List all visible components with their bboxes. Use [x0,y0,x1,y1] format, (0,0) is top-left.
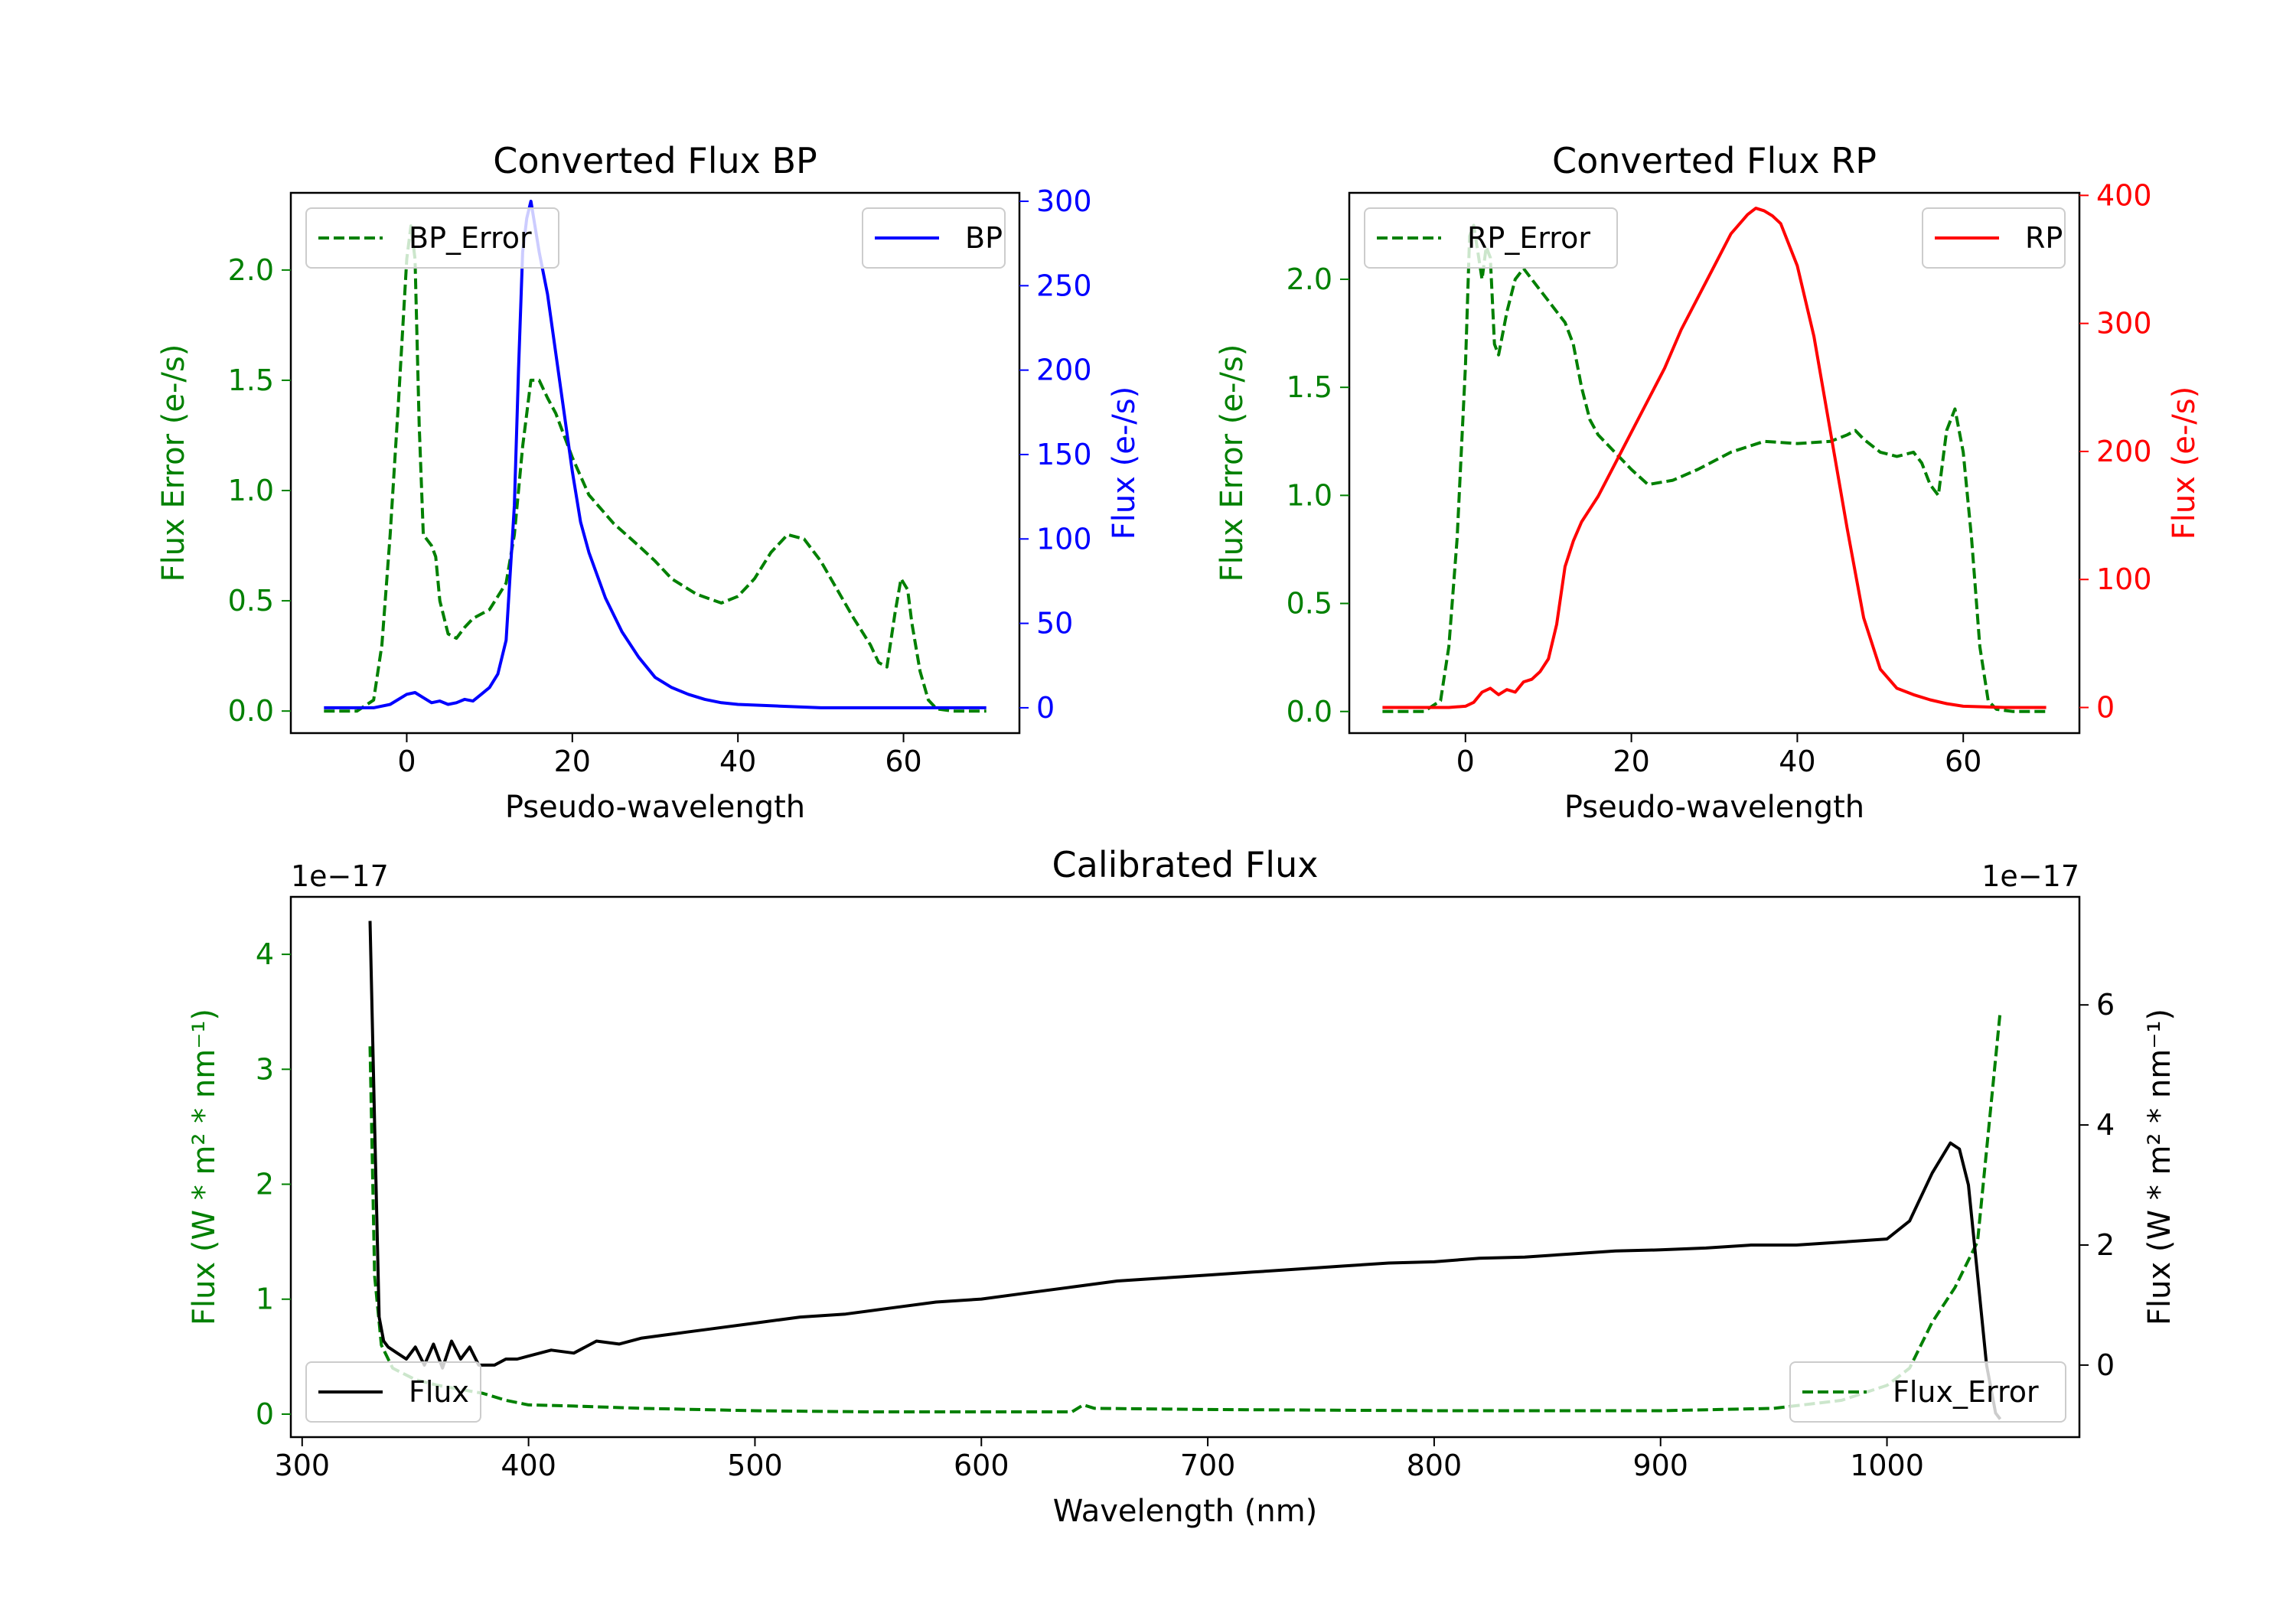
legend-flux-error: Flux_Error [1789,1361,2066,1423]
x-tick-label: 40 [1779,745,1815,778]
y-right-tick-label: 50 [1036,607,1073,641]
y-left-axis-label: Flux Error (e-/s) [156,344,191,582]
y-right-tick-label: 300 [2096,307,2152,341]
x-axis-label: Wavelength (nm) [1053,1494,1318,1529]
plot-frame [289,191,1021,735]
legend-label: BP_Error [409,221,532,255]
legend-label: BP [965,221,1003,255]
y-left-tick-label: 0.0 [1287,695,1332,729]
y-right-tick-label: 6 [2096,988,2115,1022]
x-axis-label: Pseudo-wavelength [505,790,805,825]
series-line-flux [368,921,2002,1420]
y-left-tick-label: 0.0 [228,694,274,728]
y-left-tick-label: 1.0 [228,474,274,507]
x-tick-label: 400 [501,1449,556,1482]
y-right-tick-label: 200 [1036,354,1092,387]
bp-chart: 0 20 40 60 0.0 0.5 1.0 1.5 2.0 0 50 100 150 200 250 300… [156,140,1142,825]
x-tick-label: 20 [554,745,591,778]
y-left-tick-label: 0 [256,1397,274,1431]
y-right-tick-label: 250 [1036,269,1092,302]
y-left-exponent: 1e−17 [291,859,389,893]
y-right-tick-label: 0 [2096,691,2115,725]
series-line-rp-error [1382,223,2047,713]
y-left-tick-label: 2.0 [1287,262,1332,296]
y-left-tick-label: 2 [256,1168,274,1201]
calibrated-chart: 300 400 500 600 700 800 900 1000 0 1 2 3 4 0 2 4 6 Calibr… [187,844,2177,1529]
legend-box [305,207,559,269]
x-tick-label: 800 [1407,1449,1463,1482]
y-left-tick-label: 1.0 [1287,478,1332,512]
legend-box [1789,1361,2066,1423]
y-right-tick-label: 0 [1036,691,1055,725]
x-tick-label: 60 [885,745,921,778]
legend-rp-error: RP_Error [1364,207,1618,269]
chart-title: Converted Flux BP [493,140,817,181]
legend-rp: RP [1922,207,2066,269]
y-left-tick-label: 0.5 [1287,587,1332,621]
y-right-tick-label: 100 [1036,522,1092,556]
legend-label: RP_Error [1467,221,1590,255]
y-right-axis-label: Flux (W * m² * nm⁻¹) [2142,1009,2177,1325]
series-line-bp [324,200,987,709]
y-left-tick-label: 0.5 [228,584,274,618]
legend-label: Flux_Error [1893,1375,2039,1409]
y-left-tick-label: 1.5 [1287,370,1332,404]
plot-frame [1348,191,2081,735]
legend-flux: Flux [305,1361,481,1423]
series-line-flux-error [368,1012,2002,1413]
series-line-bp-error [324,224,987,713]
x-tick-label: 500 [727,1449,783,1482]
x-tick-label: 600 [954,1449,1009,1482]
y-right-tick-label: 0 [2096,1348,2115,1382]
y-right-exponent: 1e−17 [1981,859,2079,893]
y-right-tick-label: 400 [2096,178,2152,212]
x-tick-label: 1000 [1850,1449,1924,1482]
series-line-rp [1382,207,2047,709]
x-tick-label: 0 [1456,745,1475,778]
legend-box [305,1361,481,1423]
y-right-tick-label: 4 [2096,1108,2115,1142]
x-tick-label: 40 [719,745,756,778]
y-left-axis-label: Flux (W * m² * nm⁻¹) [187,1009,222,1325]
plot-frame [289,895,2081,1439]
x-tick-label: 300 [275,1449,331,1482]
y-left-tick-label: 4 [256,937,274,971]
legend-bp: BP [862,207,1006,269]
x-tick-label: 900 [1632,1449,1688,1482]
x-tick-label: 0 [397,745,416,778]
x-tick-label: 60 [1945,745,1981,778]
y-right-tick-label: 200 [2096,435,2152,468]
y-right-axis-label: Flux (e-/s) [1107,386,1142,539]
y-left-tick-label: 1.5 [228,363,274,397]
y-left-tick-label: 3 [256,1052,274,1086]
chart-title: Calibrated Flux [1052,844,1319,885]
y-left-tick-label: 2.0 [228,253,274,287]
y-right-tick-label: 300 [1036,184,1092,218]
x-tick-label: 700 [1180,1449,1236,1482]
legend-label: RP [2025,221,2063,255]
x-tick-label: 20 [1613,745,1649,778]
y-left-axis-label: Flux Error (e-/s) [1215,344,1250,582]
legend-label: Flux [409,1375,469,1409]
legend-bp-error: BP_Error [305,207,559,269]
y-left-tick-label: 1 [256,1283,274,1316]
y-right-tick-label: 100 [2096,562,2152,596]
legend-box [1364,207,1618,269]
y-right-axis-label: Flux (e-/s) [2167,386,2202,539]
y-right-tick-label: 2 [2096,1228,2115,1262]
y-right-tick-label: 150 [1036,438,1092,471]
rp-chart: 0 20 40 60 0.0 0.5 1.0 1.5 2.0 0 100 200 300 400 Conve… [1215,140,2202,825]
chart-title: Converted Flux RP [1552,140,1877,181]
x-axis-label: Pseudo-wavelength [1564,790,1864,825]
